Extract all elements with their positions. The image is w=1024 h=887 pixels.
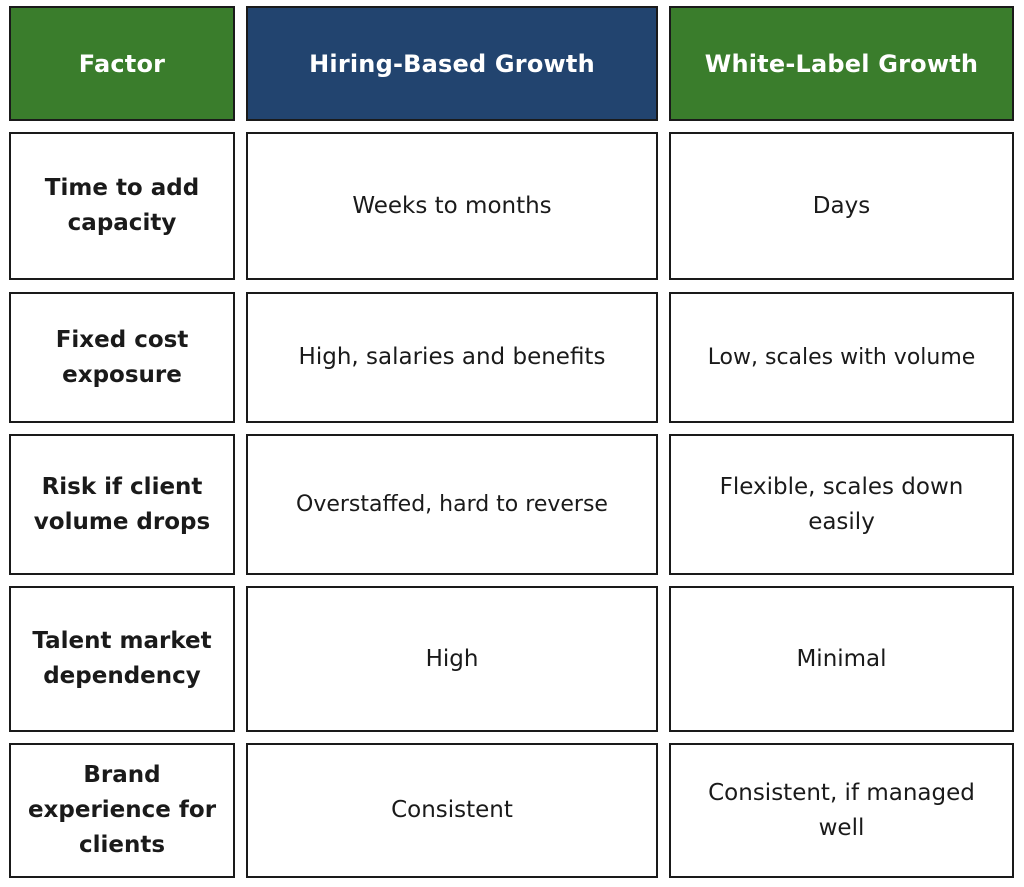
- hiring-value: Weeks to months: [352, 192, 552, 219]
- hiring-value: High: [425, 645, 479, 672]
- white-label-value: Low, scales with volume: [707, 345, 976, 370]
- row-4-hiring: High: [246, 586, 658, 732]
- row-2-hiring: High, salaries and benefits: [246, 292, 658, 423]
- row-2-factor: Fixed cost exposure: [9, 292, 235, 423]
- header-hiring-based-growth: Hiring-Based Growth: [246, 6, 658, 121]
- row-5-hiring: Consistent: [246, 743, 658, 878]
- white-label-value: Consistent, if managed well: [708, 779, 975, 841]
- header-factor: Factor: [9, 6, 235, 121]
- row-3-white-label: Flexible, scales down easily: [669, 434, 1014, 575]
- row-4-white-label: Minimal: [669, 586, 1014, 732]
- header-white-label-growth: White-Label Growth: [669, 6, 1014, 121]
- row-5-white-label: Consistent, if managed well: [669, 743, 1014, 878]
- factor-label: Time to add capacity: [44, 175, 200, 236]
- hiring-value: Consistent: [391, 797, 513, 823]
- row-1-factor: Time to add capacity: [9, 132, 235, 280]
- row-3-hiring: Overstaffed, hard to reverse: [246, 434, 658, 575]
- row-2-white-label: Low, scales with volume: [669, 292, 1014, 423]
- header-hiring-label: Hiring-Based Growth: [309, 49, 595, 78]
- white-label-value: Days: [812, 192, 871, 219]
- factor-label: Risk if client volume drops: [33, 473, 211, 535]
- header-factor-label: Factor: [78, 49, 166, 78]
- header-white-label-label: White-Label Growth: [704, 49, 979, 78]
- factor-label: Talent market dependency: [32, 628, 212, 689]
- white-label-value: Flexible, scales down easily: [719, 473, 964, 535]
- row-1-white-label: Days: [669, 132, 1014, 280]
- row-5-factor: Brand experience for clients: [9, 743, 235, 878]
- hiring-value: High, salaries and benefits: [298, 344, 606, 370]
- row-4-factor: Talent market dependency: [9, 586, 235, 732]
- row-3-factor: Risk if client volume drops: [9, 434, 235, 575]
- hiring-value: Overstaffed, hard to reverse: [296, 492, 608, 517]
- row-1-hiring: Weeks to months: [246, 132, 658, 280]
- factor-label: Brand experience for clients: [27, 762, 217, 858]
- factor-label: Fixed cost exposure: [55, 326, 189, 388]
- white-label-value: Minimal: [796, 645, 887, 672]
